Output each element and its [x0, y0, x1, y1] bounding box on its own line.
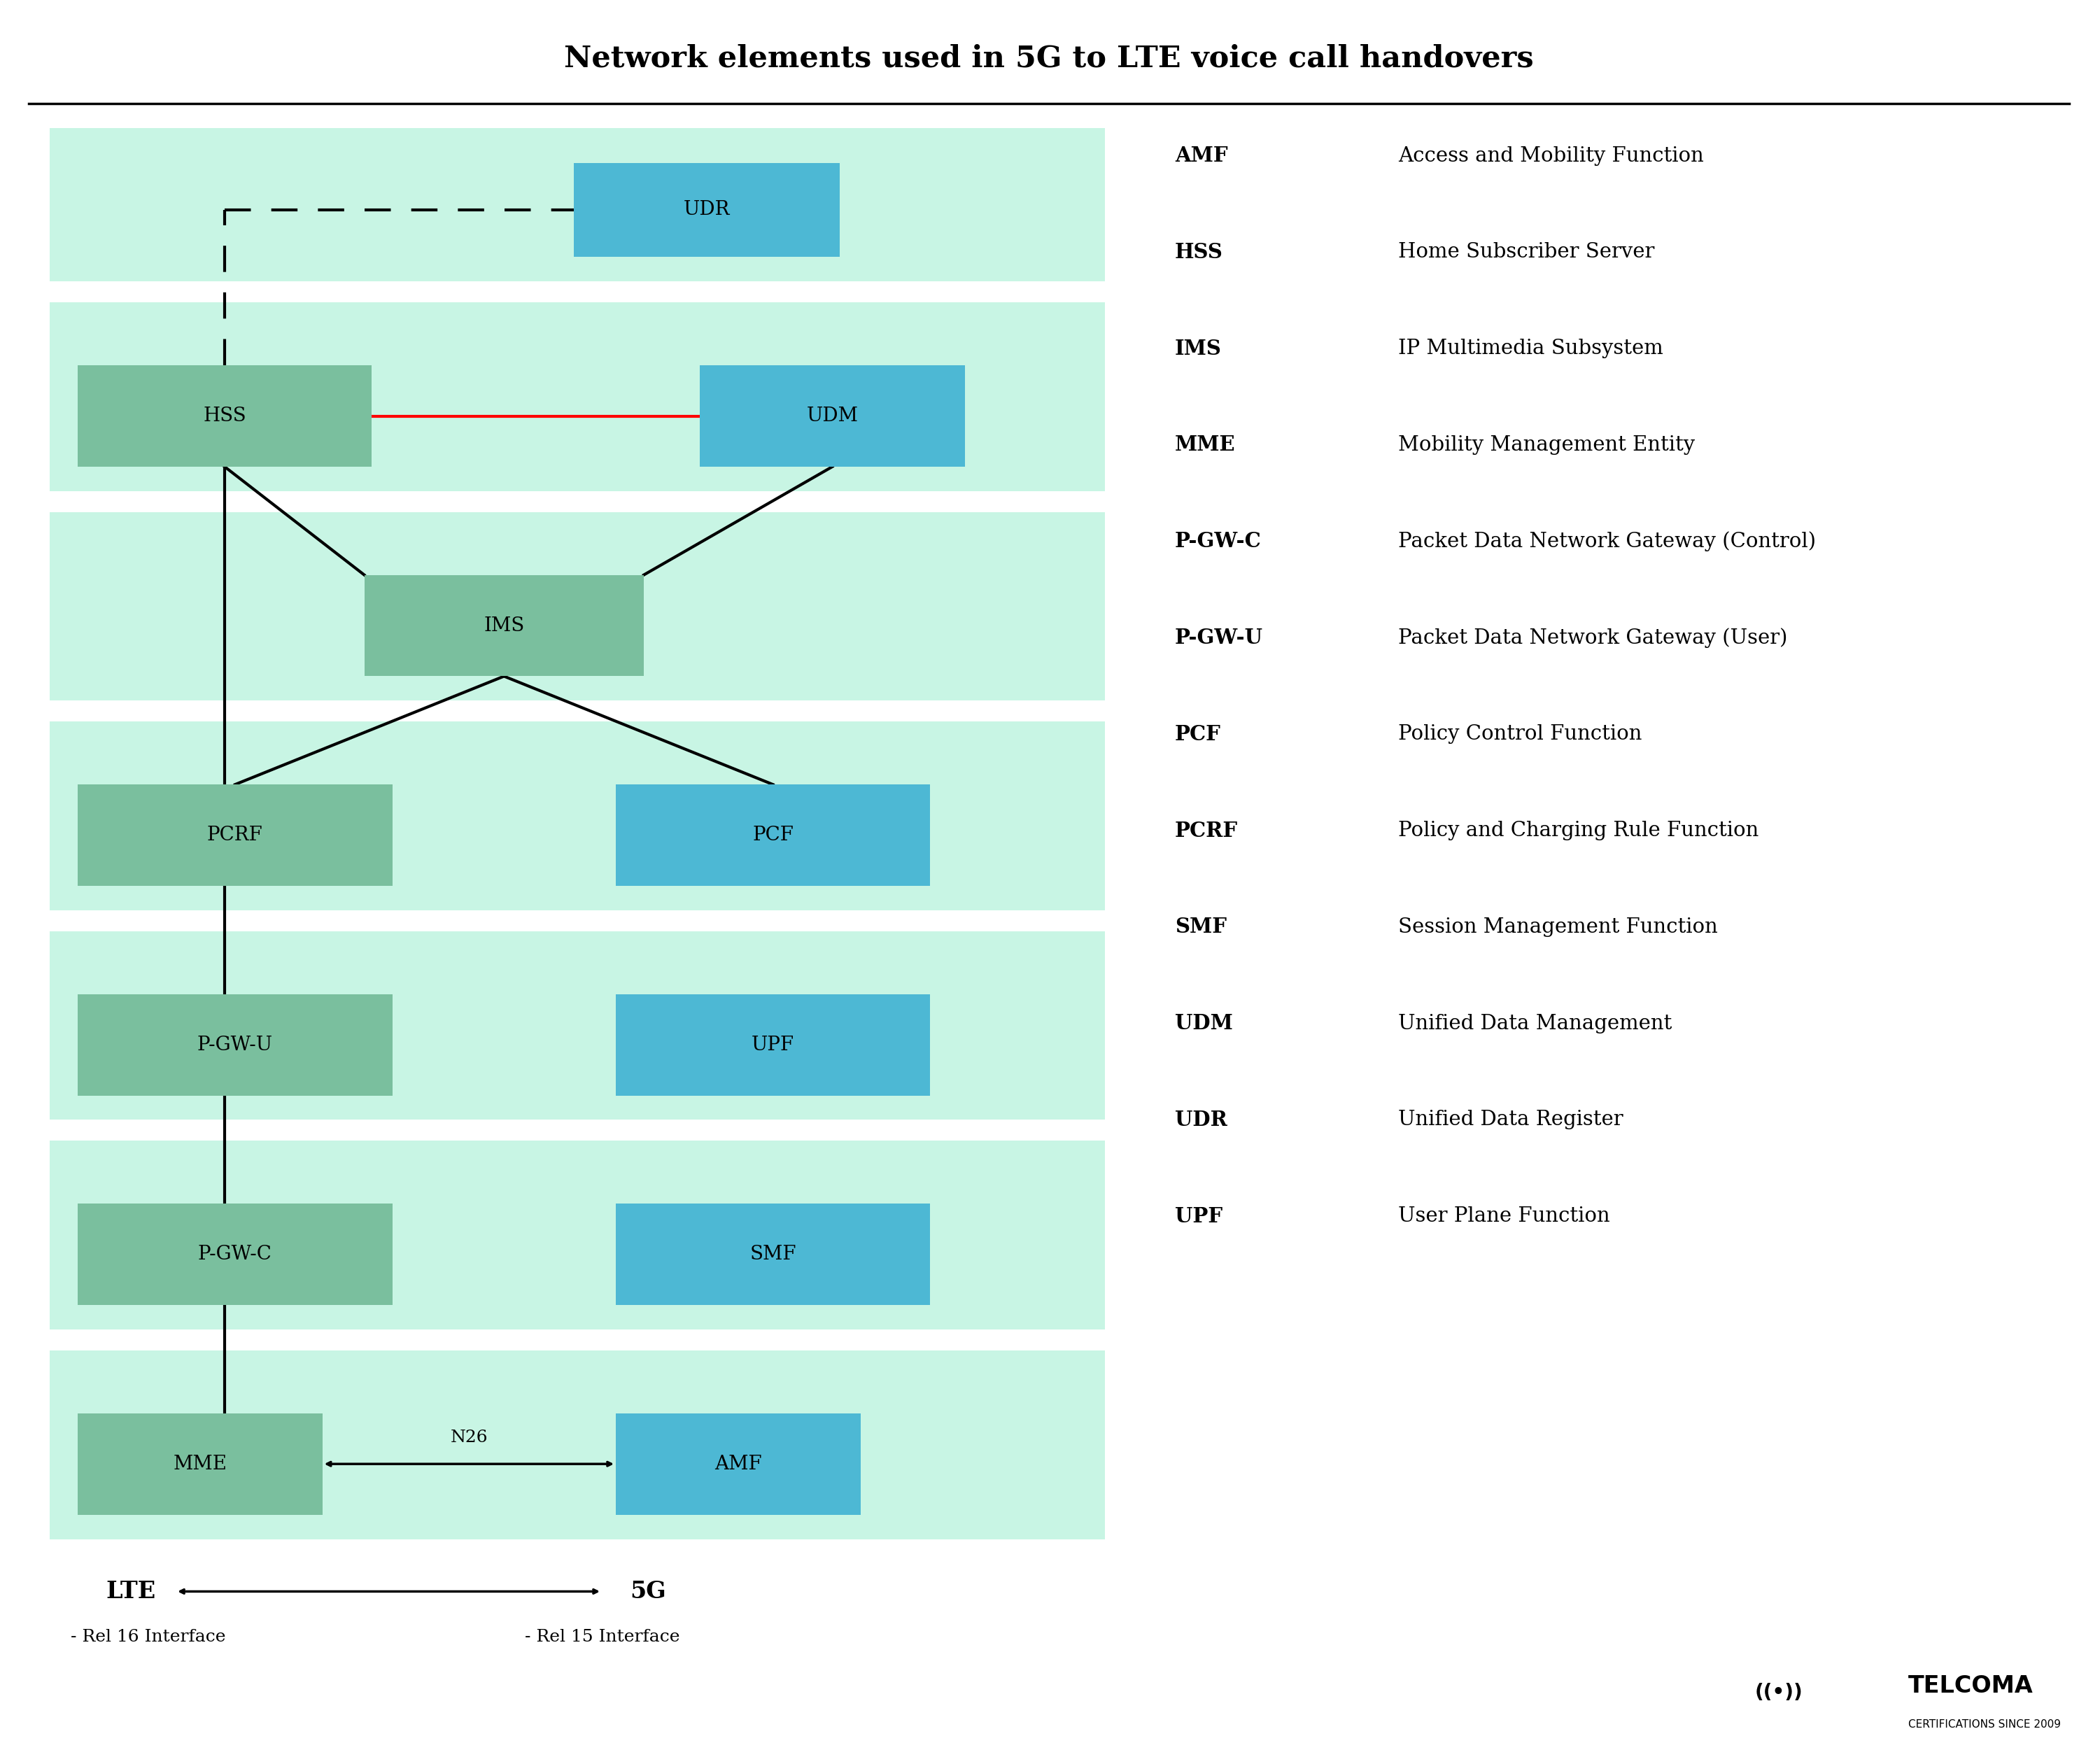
Text: User Plane Function: User Plane Function [1399, 1206, 1611, 1227]
Text: AMF: AMF [1174, 145, 1228, 166]
Text: Policy Control Function: Policy Control Function [1399, 724, 1642, 744]
Bar [615, 1204, 930, 1306]
Bar [78, 784, 393, 886]
Bar [78, 1414, 323, 1514]
Bar [615, 994, 930, 1096]
Bar [78, 994, 393, 1096]
Bar [50, 128, 1105, 282]
Text: PCRF: PCRF [1174, 821, 1237, 840]
Text: SMF: SMF [750, 1244, 796, 1264]
Text: Access and Mobility Function: Access and Mobility Function [1399, 145, 1703, 166]
Text: UPF: UPF [752, 1036, 794, 1053]
Text: Packet Data Network Gateway (Control): Packet Data Network Gateway (Control) [1399, 532, 1816, 551]
Text: - Rel 15 Interface: - Rel 15 Interface [525, 1629, 680, 1645]
Text: - Rel 16 Interface: - Rel 16 Interface [71, 1629, 227, 1645]
Text: HSS: HSS [204, 406, 246, 425]
Text: P-GW-C: P-GW-C [1174, 532, 1262, 551]
Bar [615, 1414, 861, 1514]
Text: UDR: UDR [682, 201, 731, 219]
Bar [50, 1141, 1105, 1330]
Text: N26: N26 [449, 1430, 487, 1446]
Bar [50, 303, 1105, 492]
Bar [50, 513, 1105, 700]
Text: IMS: IMS [1174, 338, 1222, 359]
Bar [699, 366, 966, 467]
Text: PCF: PCF [752, 826, 794, 845]
Text: 5G: 5G [630, 1580, 666, 1603]
Text: PCF: PCF [1174, 724, 1220, 744]
Bar [78, 1204, 393, 1306]
Bar [573, 163, 840, 257]
Text: P-GW-U: P-GW-U [197, 1036, 273, 1053]
Text: Policy and Charging Rule Function: Policy and Charging Rule Function [1399, 821, 1760, 840]
Text: P-GW-C: P-GW-C [197, 1244, 273, 1264]
Text: HSS: HSS [1174, 242, 1222, 262]
Bar [50, 931, 1105, 1120]
Text: ((•)): ((•)) [1756, 1684, 1804, 1703]
Text: IMS: IMS [483, 616, 525, 635]
Text: Packet Data Network Gateway (User): Packet Data Network Gateway (User) [1399, 628, 1787, 647]
Bar [615, 784, 930, 886]
Text: UPF: UPF [1174, 1206, 1222, 1227]
Text: UDM: UDM [806, 406, 859, 425]
Text: Unified Data Register: Unified Data Register [1399, 1110, 1623, 1130]
Text: PCRF: PCRF [208, 826, 262, 845]
Text: TELCOMA: TELCOMA [1909, 1675, 2033, 1697]
Text: IP Multimedia Subsystem: IP Multimedia Subsystem [1399, 340, 1663, 359]
Text: LTE: LTE [105, 1580, 155, 1603]
Bar [50, 721, 1105, 910]
Bar [78, 366, 372, 467]
Text: MME: MME [172, 1454, 227, 1473]
Bar [50, 1351, 1105, 1538]
Text: UDM: UDM [1174, 1013, 1233, 1034]
Text: Session Management Function: Session Management Function [1399, 917, 1718, 936]
Bar [363, 576, 645, 676]
Text: Mobility Management Entity: Mobility Management Entity [1399, 436, 1695, 455]
Text: MME: MME [1174, 434, 1235, 455]
Text: Home Subscriber Server: Home Subscriber Server [1399, 242, 1655, 262]
Text: CERTIFICATIONS SINCE 2009: CERTIFICATIONS SINCE 2009 [1909, 1718, 2060, 1729]
Text: P-GW-U: P-GW-U [1174, 628, 1262, 647]
Text: AMF: AMF [714, 1454, 762, 1473]
Text: SMF: SMF [1174, 917, 1226, 938]
Text: Unified Data Management: Unified Data Management [1399, 1013, 1672, 1032]
Text: Network elements used in 5G to LTE voice call handovers: Network elements used in 5G to LTE voice… [565, 44, 1533, 74]
Text: UDR: UDR [1174, 1110, 1226, 1130]
